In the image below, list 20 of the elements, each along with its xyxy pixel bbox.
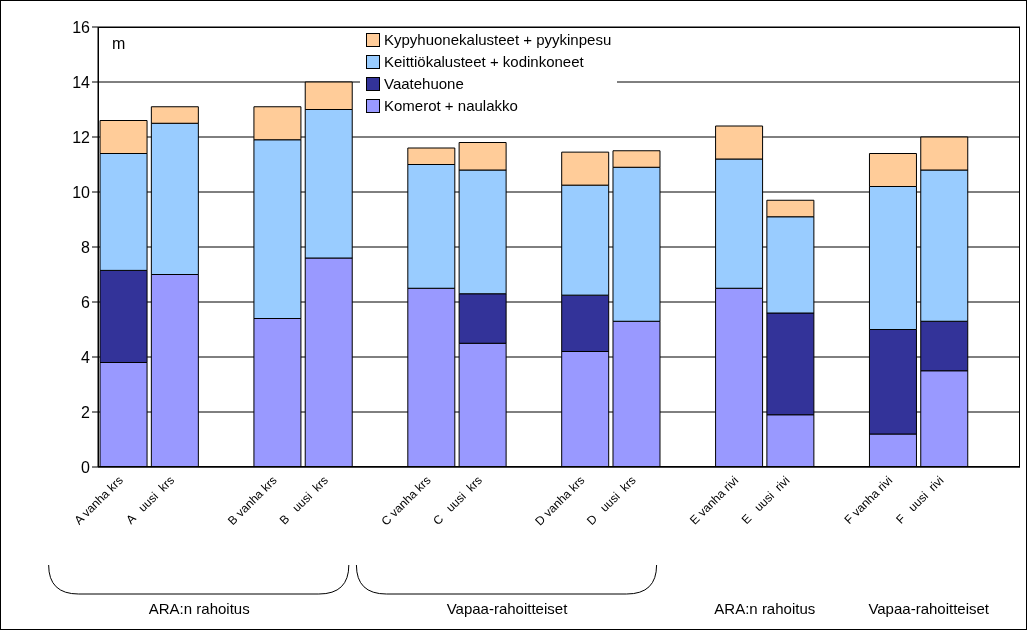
- y-tick-label: 14: [72, 73, 91, 91]
- y-tick-label: 2: [81, 403, 91, 421]
- y-tick-label: 4: [81, 348, 91, 366]
- text: Vapaa-rahoitteiset: [867, 600, 990, 617]
- y-axis-title: m: [112, 35, 126, 53]
- text: Vapaa-rahoitteiset: [445, 600, 569, 617]
- legend-label: Keittiökalusteet + kodinkoneet: [384, 52, 584, 72]
- x-tick-label: E uusi rivi: [738, 473, 793, 527]
- text: ARA:n rahoitus: [147, 600, 251, 617]
- y-tick-label: 16: [72, 18, 91, 36]
- y-tick-label: 8: [81, 238, 91, 256]
- legend-label: Komerot + naulakko: [384, 96, 518, 116]
- legend-label: Vaatehuone: [384, 74, 464, 94]
- text: ARA:n rahoitus: [713, 600, 817, 617]
- y-tick-label: 10: [72, 183, 91, 201]
- y-tick-label: 0: [81, 458, 91, 476]
- x-tick-label: F uusi rivi: [893, 473, 947, 527]
- y-tick-label: 12: [72, 128, 91, 146]
- y-tick-label: 6: [81, 293, 91, 311]
- legend-label: Kypyhuonekalusteet + pyykinpesu: [384, 30, 612, 50]
